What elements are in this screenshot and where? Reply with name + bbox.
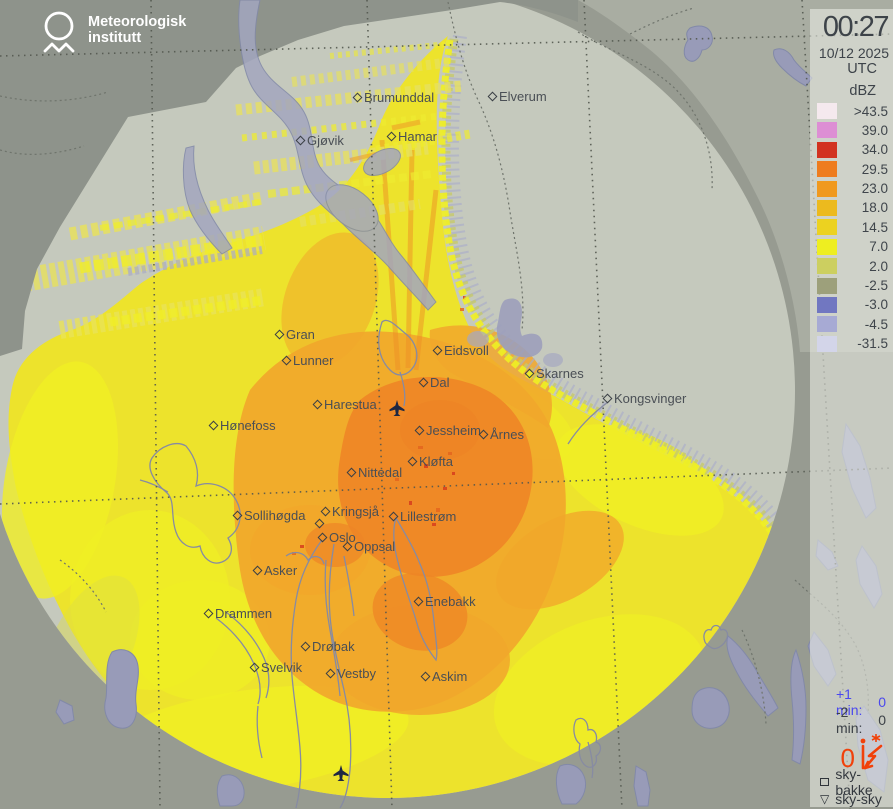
legend-value: >43.5 [853,103,888,119]
legend-swatch [817,335,837,352]
legend-swatch [817,199,837,216]
legend-row: 14.5 [810,219,893,236]
legend-value: 29.5 [861,161,888,177]
legend-value: 39.0 [861,122,888,138]
logo-text-line1: Meteorologisk [88,14,187,30]
clock-date: 10/12 2025 [818,45,889,61]
legend-value: 23.0 [861,181,888,197]
legend-value: -31.5 [857,336,888,352]
plus-one-minute-row: +1 min: 0 [810,686,893,718]
met-logo-icon [43,11,75,53]
minus-two-minute-row: -2 min: 0 [810,704,893,736]
legend-value: -2.5 [864,278,888,294]
legend-row: 39.0 [810,122,893,139]
legend-row: 2.0 [810,258,893,275]
precipitation-layer [1,34,795,798]
legend-row: -2.5 [810,277,893,294]
legend-row: -31.5 [810,335,893,352]
minus-two-minute-label: -2 min: [836,704,863,736]
lightning-status-row: 0 [810,729,893,773]
legend-value: 18.0 [861,200,888,216]
logo-text-line2: institutt [88,30,142,47]
legend-row: 23.0 [810,180,893,197]
legend-swatch [817,296,837,313]
legend-swatch [817,103,837,119]
legend-row: 7.0 [810,238,893,255]
plus-one-minute-label: +1 min: [836,686,863,718]
triangle-symbol-icon: ▽ [820,791,830,806]
legend-swatch [817,277,837,294]
info-panel: 00:27 10/12 2025 UTC dBZ >43.5 39.0 34.0… [810,9,893,807]
legend-value: 7.0 [869,239,888,255]
legend-swatch [817,122,837,139]
legend-row: 34.0 [810,141,893,158]
clock-time: 00:27 [822,11,890,43]
radar-blocked-sector [0,0,578,356]
legend-value: -3.0 [864,297,888,313]
sky-bakke-label: sky-bakke [835,765,873,798]
lightning-count: 0 [840,743,855,773]
legend-swatch [817,258,837,275]
legend-value: 14.5 [861,219,888,235]
dbz-legend: >43.5 39.0 34.0 29.5 23.0 18.0 14.5 [810,103,893,355]
legend-value: 2.0 [869,258,888,274]
legend-row: 29.5 [810,161,893,178]
legend-swatch [817,238,837,255]
legend-swatch [817,219,837,236]
legend-swatch [817,141,837,158]
met-institute-logo: Meteorologisk institutt [40,10,186,56]
lightning-icon [860,734,883,770]
legend-value: -4.5 [864,316,888,332]
minus-two-minute-value: 0 [878,712,886,728]
clock-timezone: UTC [847,61,877,77]
square-symbol-icon [820,777,830,786]
sky-sky-label: sky-sky [835,790,882,807]
legend-unit: dBZ [849,83,876,99]
legend-swatch [817,161,837,178]
legend-value: 34.0 [861,142,888,158]
legend-row: 18.0 [810,199,893,216]
legend-swatch [817,180,837,197]
legend-row: -3.0 [810,296,893,313]
legend-sky-bakke: sky-bakke [810,766,893,798]
legend-swatch [817,316,837,333]
plus-one-minute-value: 0 [878,694,886,710]
legend-sky-sky: ▽ sky-sky [810,790,893,807]
legend-row: >43.5 [810,103,893,119]
legend-row: -4.5 [810,316,893,333]
